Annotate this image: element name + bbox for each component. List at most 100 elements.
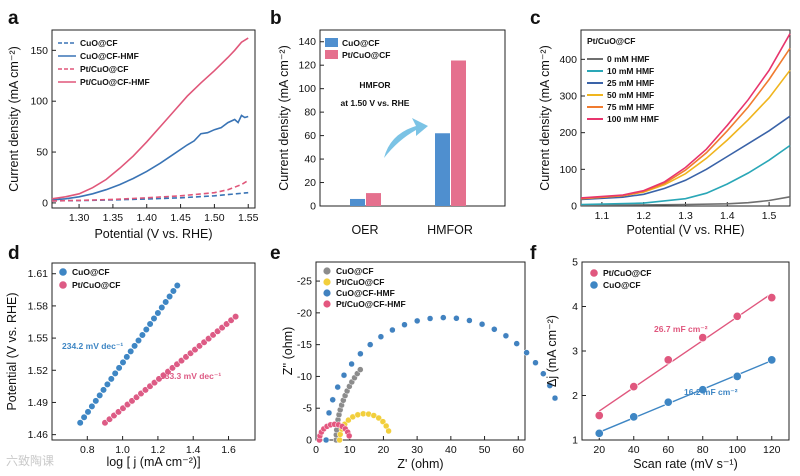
data-point xyxy=(322,436,330,444)
data-point xyxy=(84,408,92,416)
watermark: 六致陶课 xyxy=(6,454,55,468)
data-point xyxy=(173,281,181,290)
y-tick-label: 200 xyxy=(559,127,577,139)
data-point xyxy=(150,314,158,323)
data-point xyxy=(329,396,336,404)
y-tick-label: 80 xyxy=(304,107,316,119)
y-tick-label: 140 xyxy=(298,36,316,48)
y-tick-label: 0 xyxy=(42,197,48,209)
y-axis-label: Current density (mA cm⁻²) xyxy=(277,45,291,191)
data-point xyxy=(115,364,123,372)
y-tick-label: -25 xyxy=(297,276,312,288)
annotation: HMFOR xyxy=(359,80,390,90)
x-tick-label: 80 xyxy=(697,444,709,456)
legend-label: CuO@CF-HMF xyxy=(336,288,395,298)
data-point xyxy=(123,353,131,361)
legend-swatch xyxy=(590,281,598,289)
x-tick-label: 1.50 xyxy=(204,212,225,224)
fit-line-1 xyxy=(598,359,773,433)
legend-label: CuO@CF-HMF xyxy=(80,51,139,61)
legend-label: Pt/CuO@CF xyxy=(336,277,384,287)
y-tick-label: 0 xyxy=(310,201,316,213)
data-point xyxy=(502,332,510,340)
data-point xyxy=(88,402,96,411)
y-tick-label: 4 xyxy=(572,301,578,313)
legend-swatch xyxy=(590,269,598,277)
legend-swatch xyxy=(323,278,331,286)
data-point xyxy=(357,366,364,373)
data-point xyxy=(354,411,362,419)
x-tick-label: 1.0 xyxy=(115,444,130,456)
x-tick-label: 1.6 xyxy=(221,444,236,456)
y-tick-label: 1 xyxy=(572,435,578,447)
data-point xyxy=(107,375,115,383)
legend-label: 75 mM HMF xyxy=(607,102,654,112)
data-point xyxy=(375,414,382,422)
data-point xyxy=(698,333,708,343)
y-axis-label: Z'' (ohm) xyxy=(281,327,295,376)
data-point xyxy=(345,416,352,424)
data-point xyxy=(698,385,708,395)
panel-letter: c xyxy=(530,8,541,29)
y-tick-label: 120 xyxy=(298,60,316,72)
legend-label: 25 mM HMF xyxy=(607,78,654,88)
data-point xyxy=(440,314,447,321)
x-axis-label: Scan rate (mV s⁻¹) xyxy=(633,457,738,471)
legend-label: CuO@CF xyxy=(603,280,641,290)
x-tick-label: 1.4 xyxy=(186,444,201,456)
legend-swatch xyxy=(325,38,338,47)
series-line-2 xyxy=(51,179,249,202)
x-tick-label: 40 xyxy=(628,444,640,456)
legend-label: CuO@CF xyxy=(72,267,110,277)
legend-swatch xyxy=(323,300,331,308)
data-point xyxy=(345,432,353,440)
legend-label: CuO@CF xyxy=(342,38,380,48)
data-point xyxy=(551,394,559,402)
data-point xyxy=(158,303,166,312)
x-tick-label: 120 xyxy=(763,444,781,456)
y-tick-label: 0 xyxy=(306,435,312,447)
legend-label: 50 mM HMF xyxy=(607,90,654,100)
y-tick-label: 60 xyxy=(304,130,316,142)
y-tick-label: 20 xyxy=(304,177,316,189)
x-tick-label: 0 xyxy=(313,444,319,456)
panel-letter: f xyxy=(530,243,537,264)
legend-label: CuO@CF xyxy=(80,38,118,48)
y-tick-label: -20 xyxy=(297,307,312,319)
data-point xyxy=(366,341,374,348)
data-point xyxy=(336,436,343,444)
x-axis-label: Z' (ohm) xyxy=(397,457,443,471)
panel-a xyxy=(51,29,256,209)
data-point xyxy=(732,371,742,381)
plot-frame xyxy=(319,29,506,207)
data-point xyxy=(478,320,486,328)
legend-label: Pt/CuO@CF-HMF xyxy=(336,299,406,309)
x-tick-label: 50 xyxy=(479,444,491,456)
panel-letter: e xyxy=(270,243,281,264)
panel-letter: a xyxy=(8,8,19,29)
x-tick-label: 100 xyxy=(728,444,746,456)
slope-label: 26.7 mF cm⁻² xyxy=(654,324,708,334)
data-point xyxy=(767,355,777,365)
legend-swatch xyxy=(59,268,67,276)
legend-label: Pt/CuO@CF xyxy=(80,64,128,74)
data-point xyxy=(379,418,387,425)
data-point xyxy=(377,333,385,340)
bar-HMFOR-0 xyxy=(435,133,450,206)
data-point xyxy=(131,342,139,350)
data-point xyxy=(629,382,639,392)
x-axis-label: Potential (V vs. RHE) xyxy=(626,223,744,237)
data-point xyxy=(357,350,364,358)
x-tick-label: 1.40 xyxy=(137,212,158,224)
y-tick-label: -10 xyxy=(297,371,312,383)
y-tick-label: 150 xyxy=(30,45,48,57)
data-point xyxy=(401,321,408,328)
data-point xyxy=(426,315,434,322)
fit-line-0 xyxy=(598,292,773,412)
y-tick-label: 1.46 xyxy=(28,429,49,441)
y-tick-label: 50 xyxy=(36,147,48,159)
bar-HMFOR-1 xyxy=(451,60,466,206)
data-point xyxy=(348,360,355,368)
data-point xyxy=(629,412,639,422)
data-point xyxy=(594,428,604,438)
